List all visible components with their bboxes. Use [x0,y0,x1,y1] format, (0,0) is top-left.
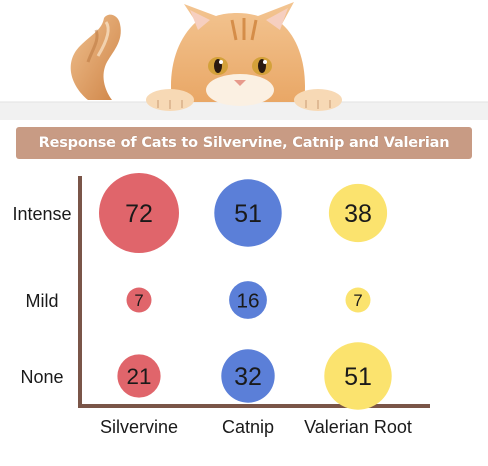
data-label-silvervine-mild: 7 [134,291,143,310]
title-banner: Response of Cats to Silvervine, Catnip a… [16,127,472,159]
data-label-valerian-root-mild: 7 [353,291,362,310]
bubble-valerian-root-none [324,342,392,410]
chart-title: Response of Cats to Silvervine, Catnip a… [38,135,450,151]
bubble-catnip-none [221,349,275,403]
data-label-valerian-root-intense: 38 [344,200,372,228]
bubble-silvervine-intense [99,173,179,253]
data-label-valerian-root-none: 51 [344,363,372,391]
bubble-plot: Intense Mild None 72 7 21 51 16 32 38 7 51 Silverv… [12,173,430,437]
data-label-silvervine-none: 21 [127,364,152,389]
bubble-silvervine-mild [126,287,152,313]
bubble-silvervine-none [117,354,161,398]
y-tick-labels: Intense Mild None [12,204,71,387]
x-tick-label-silvervine: Silvervine [100,417,178,437]
bubbles: 72 7 21 51 16 32 38 7 51 [99,173,392,410]
data-label-catnip-none: 32 [234,363,262,391]
bubble-catnip-mild [229,281,267,319]
x-tick-label-valerian-root: Valerian Root [304,417,412,437]
bubble-catnip-intense [214,179,282,247]
y-tick-label-intense: Intense [12,204,71,224]
x-tick-label-catnip: Catnip [222,417,274,437]
data-label-catnip-mild: 16 [236,289,259,312]
cat-peeking-icon [0,0,488,120]
data-label-catnip-intense: 51 [234,200,262,228]
bubble-valerian-root-mild [345,287,371,313]
x-tick-labels: Silvervine Catnip Valerian Root [100,417,412,437]
y-tick-label-none: None [20,367,63,387]
bubble-valerian-root-intense [328,183,388,243]
data-label-silvervine-intense: 72 [125,200,153,228]
y-tick-label-mild: Mild [25,291,58,311]
